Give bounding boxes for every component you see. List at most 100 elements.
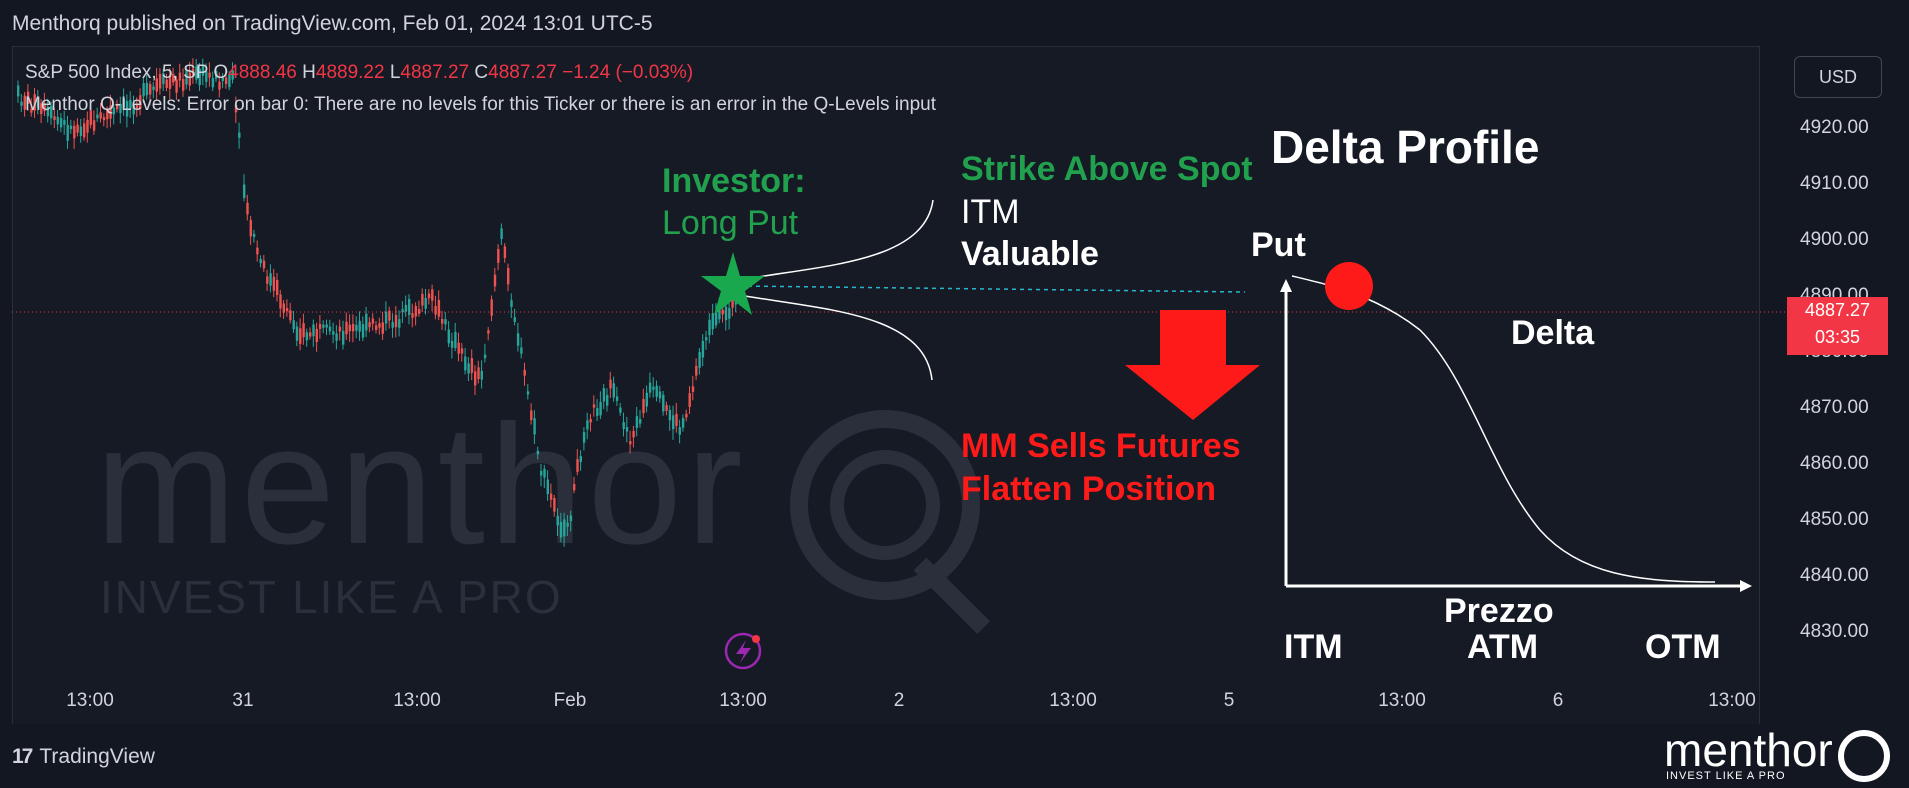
candle-body xyxy=(351,323,355,332)
candle-body xyxy=(342,330,345,345)
candle-body xyxy=(221,77,224,82)
candle-body xyxy=(579,456,582,463)
candle-body xyxy=(596,408,599,416)
candle-body xyxy=(224,77,228,84)
high-value: 4889.22 xyxy=(315,62,385,83)
candle-body xyxy=(642,399,645,414)
candle-body xyxy=(467,363,470,374)
candle-body xyxy=(218,81,221,90)
candle-body xyxy=(384,311,388,324)
candle-body xyxy=(612,383,615,398)
candle-body xyxy=(510,300,513,308)
delta-profile-title: Delta Profile xyxy=(1271,121,1540,173)
candle-body xyxy=(43,103,46,112)
candle-body xyxy=(365,313,368,331)
candle-body xyxy=(447,329,450,344)
candle-body xyxy=(398,319,401,328)
candle-body xyxy=(155,78,158,92)
candle-body xyxy=(573,484,576,491)
candle-body xyxy=(358,320,361,332)
menthor-logo-tagline: INVEST LIKE A PRO xyxy=(1666,770,1786,782)
candle-body xyxy=(487,330,490,334)
currency-button[interactable]: USD xyxy=(1794,56,1882,98)
candle-body xyxy=(414,306,417,317)
candle-body xyxy=(86,119,89,133)
candle-body xyxy=(182,79,185,91)
symbol-legend[interactable]: S&P 500 Index, 5, SP O4888.46 H4889.22 L… xyxy=(25,62,693,84)
candle-body xyxy=(282,303,285,313)
candle-body xyxy=(243,184,246,199)
candle-body xyxy=(325,324,328,328)
price-tick: 4850.00 xyxy=(1800,509,1869,530)
candle-body xyxy=(211,78,215,88)
candle-body xyxy=(116,105,119,110)
candle-body xyxy=(122,98,125,108)
candle-body xyxy=(615,396,619,401)
candle-body xyxy=(662,394,665,412)
candle-body xyxy=(162,73,165,85)
candle-body xyxy=(718,306,721,320)
candle-body xyxy=(83,123,86,138)
candle-body xyxy=(249,220,252,237)
candle-body xyxy=(259,258,262,264)
time-tick: 2 xyxy=(893,690,905,711)
candle-body xyxy=(497,249,500,263)
candle-body xyxy=(724,306,728,321)
close-label: C xyxy=(474,62,489,83)
candle-body xyxy=(431,289,434,301)
candle-body xyxy=(198,68,201,86)
chart-area[interactable] xyxy=(12,46,1760,726)
candle-body xyxy=(276,279,279,296)
candle-body xyxy=(658,391,662,399)
watermark-brand: menthor xyxy=(95,390,747,580)
candle-body xyxy=(609,379,612,389)
candle-body xyxy=(711,313,714,330)
candle-body xyxy=(208,72,211,78)
candle-body xyxy=(272,276,276,291)
candle-body xyxy=(36,100,40,108)
candle-body xyxy=(698,351,701,368)
bracket-top-curve xyxy=(751,199,934,279)
candle-body xyxy=(474,371,477,386)
candle-body xyxy=(76,124,79,133)
high-label: H xyxy=(302,62,316,83)
candle-body xyxy=(648,382,652,393)
candle-body xyxy=(145,82,149,96)
candle-body xyxy=(728,307,731,319)
star-icon xyxy=(701,252,765,315)
candle-body xyxy=(69,125,73,130)
time-tick: 13:00 xyxy=(1049,690,1097,711)
candle-body xyxy=(285,308,289,312)
time-tick: 13:00 xyxy=(719,690,767,711)
candle-body xyxy=(477,367,480,380)
candle-body xyxy=(295,326,299,341)
lightning-icon xyxy=(724,632,762,670)
price-tick: 4840.00 xyxy=(1800,565,1869,586)
candle-body xyxy=(629,441,632,445)
time-tick: 31 xyxy=(232,690,254,711)
indicator-error-message[interactable]: Menthor Q-Levels: Error on bar 0: There … xyxy=(25,94,936,115)
investor-position: Long Put xyxy=(662,204,799,242)
candle-body xyxy=(234,104,238,113)
candle-body xyxy=(599,401,602,416)
prezzo-label: Prezzo xyxy=(1444,592,1554,630)
time-tick: 13:00 xyxy=(66,690,114,711)
candle-body xyxy=(606,394,609,406)
candle-body xyxy=(92,120,96,131)
candle-body xyxy=(142,83,145,97)
candle-body xyxy=(262,260,266,269)
candle-body xyxy=(421,293,424,306)
candle-body xyxy=(665,405,668,411)
candle-body xyxy=(569,515,573,522)
candle-body xyxy=(292,320,295,330)
candle-body xyxy=(672,415,675,430)
candle-body xyxy=(543,468,546,478)
tradingview-logo[interactable]: 17 TradingView xyxy=(12,745,155,769)
x-otm-label: OTM xyxy=(1645,628,1721,666)
candle-body xyxy=(335,333,338,341)
candle-body xyxy=(592,404,596,408)
current-price-value: 4887.27 xyxy=(1804,300,1871,320)
candle-body xyxy=(523,369,526,376)
